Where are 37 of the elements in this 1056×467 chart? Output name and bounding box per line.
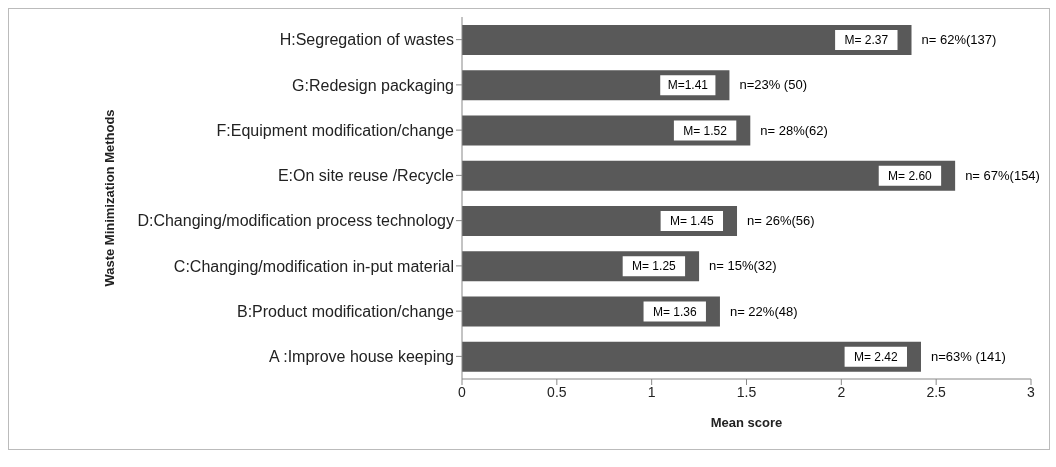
y-tick-label: G:Redesign packaging [292, 76, 454, 94]
annotation: n= 22%(48) [729, 303, 798, 319]
annotation: n=23% (50) [739, 77, 808, 93]
annotation: n= 28%(62) [760, 122, 828, 138]
x-tick-label: 1 [647, 383, 656, 400]
annotation: n=63% (141) [930, 348, 1006, 364]
data-label: M= 1.52 [683, 123, 728, 138]
bar [462, 341, 921, 372]
y-tick-label: H:Segregation of wastes [279, 31, 454, 49]
y-tick-label: C:Changing/modification in-put material [173, 257, 454, 275]
annotation: n= 62%(137) [921, 32, 997, 48]
y-axis-title: Waste Minimization Methods [101, 109, 117, 287]
bar [462, 70, 730, 101]
x-tick-label: 0 [458, 383, 467, 400]
x-axis-title: Mean score [710, 415, 783, 430]
data-label: M= 2.60 [888, 168, 933, 183]
y-tick-label: E:On site reuse /Recycle [277, 167, 455, 185]
annotation: n= 26%(56) [747, 213, 815, 229]
x-tick-label: 0.5 [547, 383, 567, 400]
x-tick-label: 1.5 [736, 383, 757, 400]
bar [462, 25, 912, 55]
x-tick-label: 2 [837, 383, 846, 400]
y-tick-label: B:Product modification/change [236, 302, 455, 320]
data-label: M= 1.25 [632, 259, 677, 274]
annotation: n= 67%(154) [965, 167, 1040, 183]
x-tick-label: 2.5 [926, 383, 947, 400]
data-label: M= 2.42 [853, 349, 898, 364]
x-tick-label: 3 [1027, 383, 1036, 400]
bar [462, 160, 956, 191]
y-tick-label: D:Changing/modification process technology [137, 212, 454, 230]
data-label: M=1.41 [667, 78, 709, 93]
annotation: n= 15%(32) [709, 258, 777, 274]
data-label: M= 1.45 [669, 214, 714, 228]
y-tick-label: A :Improve house keeping [268, 348, 454, 366]
y-tick-label: F:Equipment modification/change [216, 121, 455, 139]
data-label: M= 1.36 [652, 304, 697, 319]
data-label: M= 2.37 [844, 33, 889, 47]
